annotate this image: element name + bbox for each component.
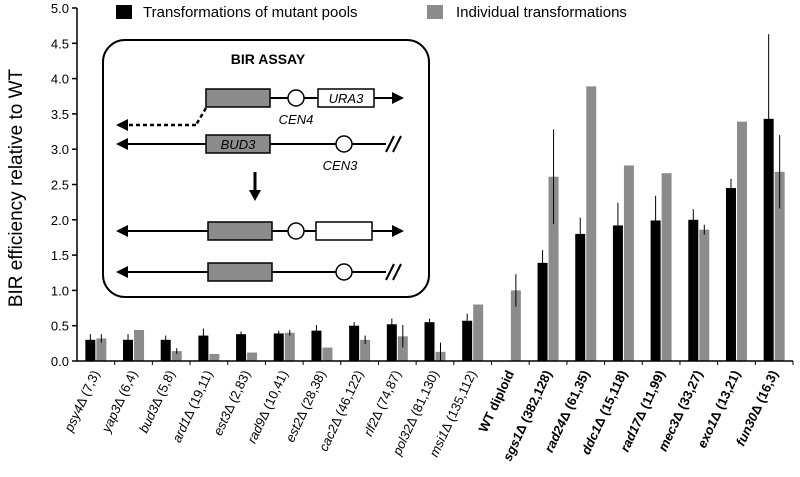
y-tick-label: 1.0 <box>51 283 69 298</box>
bar-individual <box>774 171 785 361</box>
break-mark <box>392 263 402 281</box>
bar-mutant-pools <box>85 339 96 361</box>
bar-individual <box>322 347 333 361</box>
product-chromosome-bottom <box>116 262 402 282</box>
y-tick-label: 0.0 <box>51 354 69 369</box>
bar-mutant-pools <box>725 188 736 361</box>
bud3-label: BUD3 <box>221 137 256 152</box>
legend-label-mutant-pools: Transformations of mutant pools <box>143 4 358 21</box>
y-axis-label: BIR efficiency relative to WT <box>6 68 27 307</box>
category-label: est3Δ (2,83) <box>210 368 253 438</box>
bar-individual <box>284 332 295 361</box>
bar-mutant-pools <box>386 324 397 361</box>
category-label: WT diploid <box>475 368 517 435</box>
bar-mutant-pools <box>198 335 209 361</box>
break-mark <box>392 135 402 153</box>
gray-gene-box <box>205 88 271 108</box>
arrow-head-left <box>116 266 128 278</box>
category-label: rlf2Δ (74,87) <box>361 368 405 439</box>
bar-individual <box>360 339 371 361</box>
y-tick-label: 1.5 <box>51 248 69 263</box>
x-axis: psy4Δ (7,3)yap3Δ (6,4)bud3Δ (5,8)ard1Δ (… <box>61 360 794 463</box>
break-mark <box>385 263 395 281</box>
legend: Transformations of mutant pools Individu… <box>116 4 627 21</box>
centromere-cen3 <box>335 135 353 153</box>
bar-individual <box>473 304 484 361</box>
bar-individual <box>699 229 710 361</box>
y-axis: 0.0 0.5 1.0 1.5 2.0 2.5 3.0 3.5 4.0 4.5 5.0 <box>51 1 78 369</box>
chromosome-fragment-top: URA3 CEN4 <box>116 88 404 131</box>
legend-swatch-mutant-pools <box>116 5 132 19</box>
bar-individual <box>510 290 521 361</box>
y-tick-label: 2.0 <box>51 213 69 228</box>
arrow-head-left <box>116 119 128 131</box>
centromere <box>335 263 353 281</box>
arrow-head-right <box>392 225 404 237</box>
inset-frame <box>102 39 430 298</box>
bar-mutant-pools <box>160 339 171 361</box>
gray-gene-box <box>207 221 273 241</box>
arrow-head-right <box>392 92 404 104</box>
bar-individual <box>171 351 182 361</box>
centromere-cen4 <box>287 89 305 107</box>
break-mark <box>385 135 395 153</box>
invasion-dashed-line <box>194 107 208 126</box>
bar-individual <box>586 86 597 361</box>
bar-individual <box>247 352 258 361</box>
product-chromosome-top <box>116 221 404 241</box>
y-tick-label: 4.5 <box>51 36 69 51</box>
bar-individual <box>397 336 408 361</box>
category-label: ard1Δ (19,11) <box>169 368 215 445</box>
bar-mutant-pools <box>311 330 322 361</box>
bar-mutant-pools <box>123 339 134 361</box>
down-arrow-head <box>249 190 261 201</box>
inset-title: BIR ASSAY <box>231 51 306 67</box>
bar-mutant-pools <box>612 225 623 361</box>
y-tick-label: 5.0 <box>51 1 69 16</box>
category-label: psy4Δ (7,3) <box>61 368 103 435</box>
y-tick-label: 4.0 <box>51 72 69 87</box>
bar-individual <box>736 121 747 361</box>
bar-mutant-pools <box>688 219 699 361</box>
bar-mutant-pools <box>273 333 284 361</box>
centromere <box>287 222 305 240</box>
bir-assay-inset: BIR ASSAY URA3 CEN4 BUD3 <box>102 39 430 298</box>
arrow-head-left <box>116 225 128 237</box>
white-gene-box <box>315 221 373 241</box>
bar-individual <box>209 353 220 361</box>
category-label: yap3Δ (6,4) <box>98 368 140 436</box>
cen3-label: CEN3 <box>323 158 358 173</box>
gray-gene-box <box>207 262 273 282</box>
bar-individual <box>548 176 559 361</box>
y-tick-label: 2.5 <box>51 178 69 193</box>
y-tick-label: 0.5 <box>51 319 69 334</box>
bar-mutant-pools <box>537 262 548 361</box>
bars <box>85 34 785 361</box>
bar-individual <box>661 173 672 361</box>
cen4-label: CEN4 <box>279 112 314 127</box>
bar-individual <box>96 338 107 361</box>
bar-mutant-pools <box>462 320 473 361</box>
bar-individual <box>623 165 634 361</box>
y-tick-label: 3.5 <box>51 107 69 122</box>
bar-mutant-pools <box>575 233 586 361</box>
bar-mutant-pools <box>424 322 435 361</box>
category-label: bud3Δ (5,8) <box>136 368 178 435</box>
legend-swatch-individual <box>427 5 443 19</box>
bar-mutant-pools <box>650 220 661 361</box>
y-tick-label: 3.0 <box>51 142 69 157</box>
bar-mutant-pools <box>763 118 774 361</box>
legend-label-individual: Individual transformations <box>456 4 627 21</box>
ura3-label: URA3 <box>329 91 364 106</box>
bar-individual <box>134 329 145 361</box>
chromosome-recipient: BUD3 CEN3 <box>116 134 402 173</box>
arrow-head-left <box>116 138 128 150</box>
bar-mutant-pools <box>349 325 360 361</box>
bar-mutant-pools <box>236 334 247 361</box>
